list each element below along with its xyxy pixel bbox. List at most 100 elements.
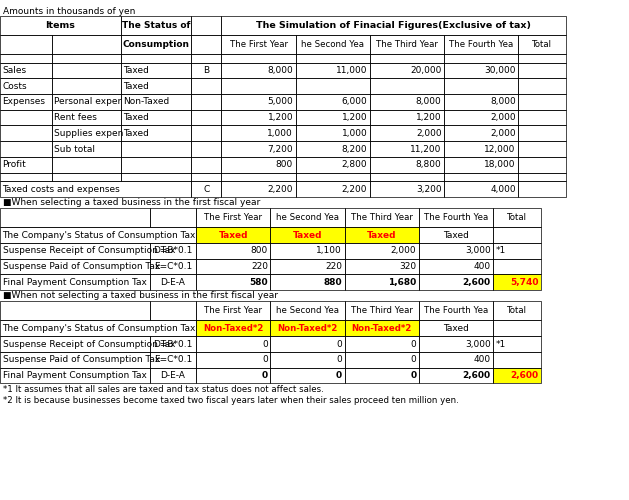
Bar bbox=[419, 320, 493, 336]
Bar bbox=[121, 94, 191, 110]
Bar bbox=[493, 368, 541, 384]
Text: 2,000: 2,000 bbox=[490, 113, 516, 122]
Text: Taxed: Taxed bbox=[443, 230, 469, 239]
Bar bbox=[191, 94, 221, 110]
Bar bbox=[196, 274, 270, 290]
Text: The Third Year: The Third Year bbox=[351, 306, 413, 316]
Bar bbox=[0, 16, 121, 35]
Bar bbox=[419, 336, 493, 352]
Bar bbox=[0, 78, 52, 94]
Text: Rent fees: Rent fees bbox=[54, 113, 97, 122]
Bar bbox=[270, 227, 345, 243]
Bar bbox=[191, 172, 221, 181]
Text: 20,000: 20,000 bbox=[410, 66, 442, 75]
Bar bbox=[419, 227, 493, 243]
Bar bbox=[518, 181, 566, 197]
Bar bbox=[196, 227, 270, 243]
Text: Non-Taxed*2: Non-Taxed*2 bbox=[277, 324, 338, 333]
Text: 320: 320 bbox=[399, 262, 416, 271]
Bar bbox=[493, 336, 541, 352]
Text: 0: 0 bbox=[336, 371, 342, 380]
Text: 12,000: 12,000 bbox=[484, 144, 516, 154]
Text: 2,600: 2,600 bbox=[462, 371, 491, 380]
Bar bbox=[270, 320, 345, 336]
Text: he Second Yea: he Second Yea bbox=[276, 213, 339, 222]
Text: The Company's Status of Consumption Tax: The Company's Status of Consumption Tax bbox=[3, 230, 196, 239]
Bar bbox=[0, 258, 150, 274]
Text: 8,800: 8,800 bbox=[416, 160, 442, 170]
Bar bbox=[121, 62, 191, 78]
Bar bbox=[296, 35, 370, 54]
Text: 1,200: 1,200 bbox=[267, 113, 293, 122]
Bar bbox=[0, 94, 52, 110]
Bar bbox=[370, 35, 444, 54]
Text: 1,680: 1,680 bbox=[388, 278, 416, 287]
Text: 1,100: 1,100 bbox=[316, 246, 342, 256]
Bar bbox=[0, 352, 150, 368]
Bar bbox=[345, 320, 419, 336]
Bar bbox=[0, 172, 52, 181]
Bar bbox=[270, 208, 345, 227]
Text: The Company's Status of Consumption Tax: The Company's Status of Consumption Tax bbox=[3, 324, 196, 333]
Text: *1: *1 bbox=[496, 340, 506, 348]
Bar bbox=[493, 243, 541, 258]
Bar bbox=[345, 336, 419, 352]
Bar bbox=[370, 141, 444, 157]
Text: 220: 220 bbox=[325, 262, 342, 271]
Bar bbox=[296, 54, 370, 62]
Bar bbox=[150, 274, 196, 290]
Bar bbox=[0, 141, 52, 157]
Bar bbox=[191, 157, 221, 172]
Bar bbox=[221, 110, 296, 126]
Text: ■When not selecting a taxed business in the first fiscal year: ■When not selecting a taxed business in … bbox=[3, 291, 278, 300]
Bar bbox=[0, 274, 150, 290]
Bar bbox=[221, 172, 296, 181]
Bar bbox=[419, 208, 493, 227]
Text: 2,200: 2,200 bbox=[342, 184, 367, 194]
Bar bbox=[419, 352, 493, 368]
Text: 0: 0 bbox=[411, 340, 416, 348]
Bar bbox=[0, 243, 150, 258]
Text: 0: 0 bbox=[337, 356, 342, 364]
Bar bbox=[196, 258, 270, 274]
Text: E=C*0.1: E=C*0.1 bbox=[154, 262, 192, 271]
Bar bbox=[419, 274, 493, 290]
Bar bbox=[518, 54, 566, 62]
Bar bbox=[444, 126, 518, 141]
Bar bbox=[419, 258, 493, 274]
Text: Final Payment Consumption Tax: Final Payment Consumption Tax bbox=[3, 278, 147, 287]
Text: Taxed: Taxed bbox=[123, 82, 149, 90]
Bar bbox=[518, 94, 566, 110]
Bar bbox=[150, 243, 196, 258]
Bar bbox=[444, 172, 518, 181]
Text: Sales: Sales bbox=[3, 66, 26, 75]
Bar bbox=[444, 110, 518, 126]
Bar bbox=[52, 110, 121, 126]
Bar bbox=[196, 243, 270, 258]
Bar bbox=[518, 141, 566, 157]
Bar bbox=[493, 227, 541, 243]
Text: Personal exper: Personal exper bbox=[54, 98, 121, 106]
Bar bbox=[518, 78, 566, 94]
Text: 220: 220 bbox=[251, 262, 268, 271]
Bar bbox=[150, 258, 196, 274]
Text: Taxed: Taxed bbox=[367, 230, 396, 239]
Text: Total: Total bbox=[507, 213, 527, 222]
Bar bbox=[370, 181, 444, 197]
Text: 2,600: 2,600 bbox=[462, 278, 491, 287]
Text: 400: 400 bbox=[474, 262, 491, 271]
Bar bbox=[370, 62, 444, 78]
Text: The Third Year: The Third Year bbox=[351, 213, 413, 222]
Bar bbox=[221, 157, 296, 172]
Bar bbox=[196, 352, 270, 368]
Bar bbox=[52, 62, 121, 78]
Bar bbox=[419, 243, 493, 258]
Bar bbox=[296, 157, 370, 172]
Bar bbox=[493, 274, 541, 290]
Bar bbox=[345, 258, 419, 274]
Bar bbox=[150, 352, 196, 368]
Bar bbox=[296, 141, 370, 157]
Text: 8,000: 8,000 bbox=[267, 66, 293, 75]
Bar bbox=[52, 126, 121, 141]
Bar bbox=[121, 141, 191, 157]
